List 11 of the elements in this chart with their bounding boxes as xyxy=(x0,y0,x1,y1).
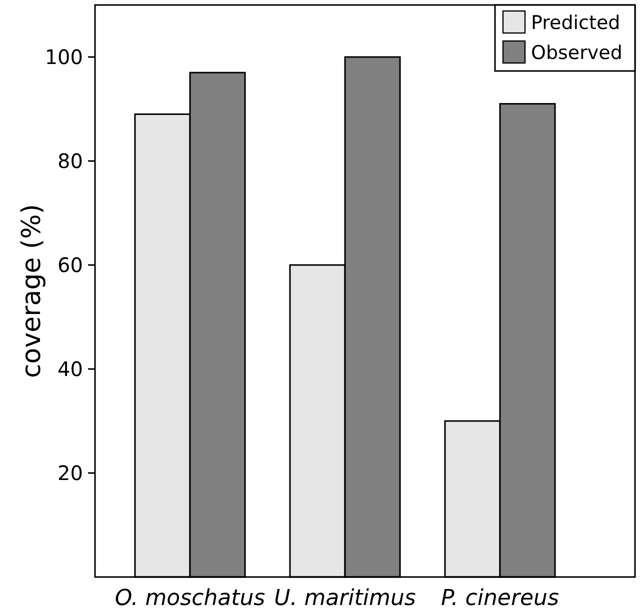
y-tick-label: 60 xyxy=(58,253,83,277)
y-tick-label: 20 xyxy=(58,461,83,485)
legend-label: Observed xyxy=(531,42,622,64)
x-tick-label: O. moschatus xyxy=(114,586,266,611)
y-tick-label: 40 xyxy=(58,357,83,381)
y-tick-label: 80 xyxy=(58,149,83,173)
y-axis-title: coverage (%) xyxy=(17,204,47,378)
legend-label: Predicted xyxy=(531,12,620,34)
y-tick-label: 100 xyxy=(44,45,83,69)
x-tick-label: U. maritimus xyxy=(274,586,416,611)
x-tick-label: P. cinereus xyxy=(441,586,559,611)
